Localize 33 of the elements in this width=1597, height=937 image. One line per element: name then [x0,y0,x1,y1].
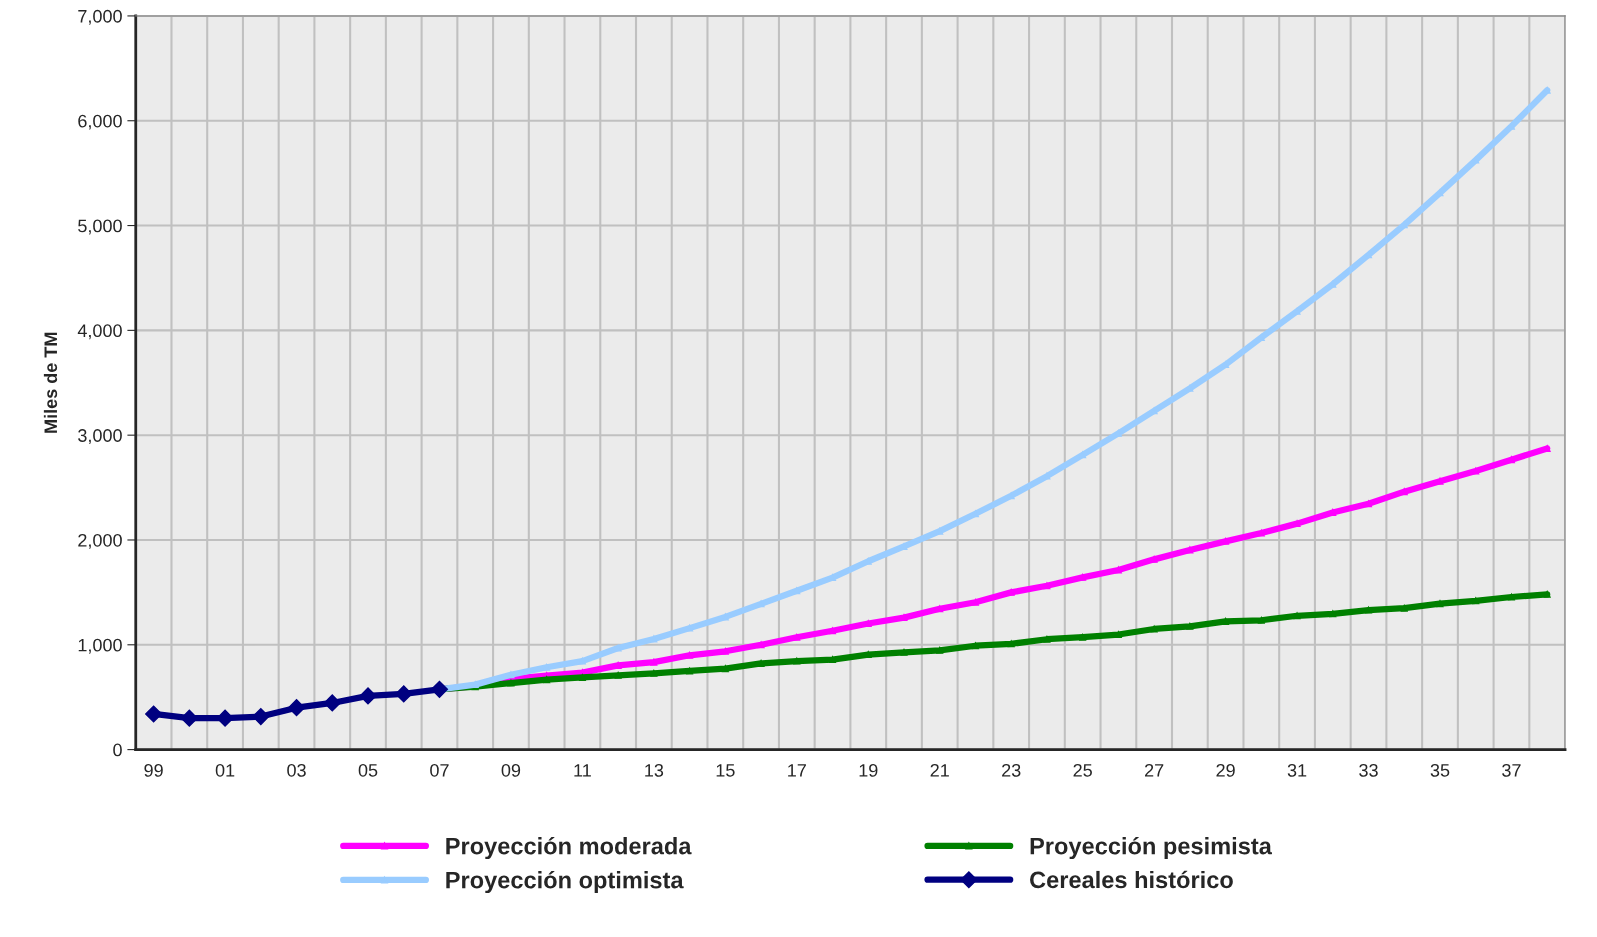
y-tick-label: 4,000 [77,324,122,340]
x-tick-label: 99 [144,763,163,777]
y-tick-label: 5,000 [78,219,122,235]
x-tick-label: 23 [1002,763,1021,777]
x-tick-label: 31 [1287,763,1307,777]
x-tick-label: 05 [358,763,378,777]
x-tick-label: 33 [1359,763,1378,777]
legend-label: Proyección pesimista [1030,836,1272,860]
x-tick-label: 09 [501,763,521,777]
x-tick-label: 35 [1430,763,1450,777]
legend-label: Proyección optimista [446,870,684,894]
x-tick-label: 19 [859,763,878,777]
x-tick-label: 17 [788,764,806,777]
x-tick-label: 07 [430,763,449,777]
y-axis-title: Miles de TM [43,332,58,433]
x-tick-label: 03 [287,763,306,777]
x-tick-label: 11 [574,764,591,777]
y-tick-label: 2,000 [78,533,122,549]
x-tick-label: 29 [1216,763,1235,777]
legend-label: Cereales histórico [1030,870,1233,889]
x-tick-label: 27 [1145,763,1164,777]
x-tick-label: 13 [645,763,664,777]
x-tick-label: 01 [215,763,235,777]
y-tick-label: 1,000 [78,638,122,654]
y-tick-label: 6,000 [78,114,122,130]
x-tick-label: 21 [930,763,949,777]
legend-label: Proyección moderada [446,836,692,860]
x-tick-label: 25 [1073,763,1092,777]
y-tick-label: 3,000 [78,429,122,445]
x-tick-label: 15 [716,764,735,777]
y-tick-label: 0 [113,743,122,757]
y-tick-label: 7,000 [78,9,122,25]
x-tick-label: 37 [1502,763,1521,777]
